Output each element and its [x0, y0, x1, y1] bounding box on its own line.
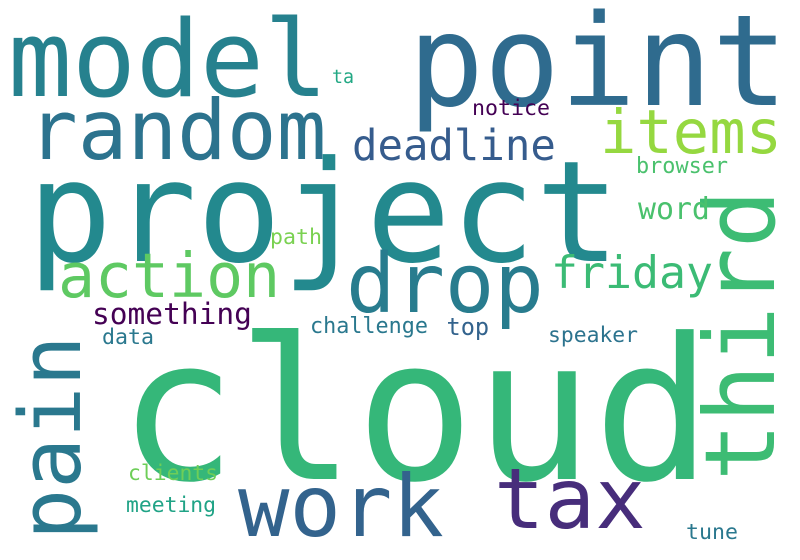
- word-tune: tune: [686, 520, 738, 545]
- word-notice: notice: [472, 96, 551, 121]
- word-point: point: [408, 0, 788, 135]
- word-cloud-word: cloud: [118, 295, 713, 526]
- word-word: word: [638, 192, 710, 227]
- word-deadline: deadline: [352, 121, 556, 170]
- word-items: items: [600, 98, 782, 168]
- word-project: project: [27, 130, 621, 295]
- word-third: third: [683, 189, 797, 481]
- word-data: data: [102, 325, 154, 350]
- word-work: work: [238, 457, 444, 557]
- word-meeting: meeting: [126, 492, 217, 518]
- word-drop: drop: [346, 237, 544, 332]
- word-challenge: challenge: [310, 314, 428, 339]
- word-action: action: [58, 240, 281, 312]
- word-pain: pain: [1, 334, 101, 540]
- word-speaker: speaker: [548, 322, 639, 348]
- word-something: something: [92, 297, 252, 331]
- word-ta: ta: [332, 67, 355, 88]
- word-tax: tax: [494, 450, 646, 548]
- word-path: path: [270, 225, 322, 250]
- word-browser: browser: [636, 154, 729, 179]
- word-model: model: [8, 0, 328, 122]
- word-random: random: [28, 82, 327, 179]
- word-clients: clients: [128, 460, 219, 486]
- word-friday: friday: [551, 245, 713, 299]
- word-top: top: [446, 313, 490, 341]
